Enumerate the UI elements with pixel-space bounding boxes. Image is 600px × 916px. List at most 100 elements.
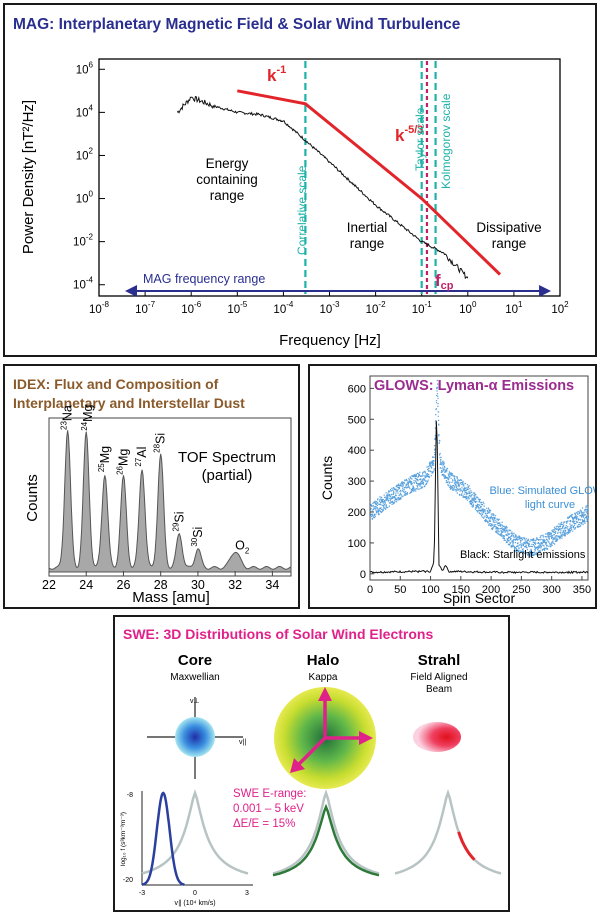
idex-x-tick-label: 28 <box>154 578 168 592</box>
idex-spectrum-label-l1: TOF Spectrum <box>178 449 276 466</box>
glows-blue-label-l2: light curve <box>525 499 575 511</box>
mag-frequency-range-label: MAG frequency range <box>143 272 265 286</box>
mag-range-arrow-left <box>125 285 137 297</box>
swe-curve-x-mid: 0 <box>193 890 197 897</box>
swe-halo-distribution <box>274 687 376 789</box>
swe-curve-y-label: log₁₀ f (s³km⁻³m⁻³) <box>120 812 127 866</box>
mag-taylor-label: Taylor scale <box>413 107 427 171</box>
swe-strahl-title: Strahl <box>418 652 461 669</box>
idex-x-tick-label: 30 <box>191 578 205 592</box>
idex-x-tick-label: 26 <box>117 578 131 592</box>
mag-x-tick-label: 102 <box>551 300 569 316</box>
mag-observed-spectrum <box>176 95 469 280</box>
idex-peak-label: 24Mg <box>80 404 95 430</box>
idex-peak-label: 30Si <box>190 527 205 547</box>
glows-black-label: Black: Starlight emissions <box>460 549 586 561</box>
swe-v-perp-label: v⊥ <box>190 698 200 705</box>
glows-y-tick-label: 100 <box>348 538 366 550</box>
idex-peak-label: 27Al <box>134 447 149 467</box>
idex-spectrum-label-l2: (partial) <box>202 467 253 484</box>
swe-curve-y-top: -8 <box>127 792 133 799</box>
svg-text:0.001 – 5 keV: 0.001 – 5 keV <box>233 803 304 815</box>
glows-y-tick-label: 300 <box>348 476 366 488</box>
mag-inertial-range-label: Inertial range <box>347 220 388 251</box>
glows-x-axis-label: Spin Sector <box>443 590 516 606</box>
swe-v-par-label: v|| <box>239 739 246 746</box>
idex-peak-label: 28Si <box>153 433 168 453</box>
idex-x-axis-label: Mass [amu] <box>132 589 210 606</box>
glows-y-tick-label: 200 <box>348 507 366 519</box>
swe-gray-curve <box>141 789 249 875</box>
swe-core-distribution: v⊥ v|| <box>147 697 246 779</box>
mag-range-arrow-right <box>539 285 552 297</box>
glows-y-tick-label: 600 <box>348 383 366 395</box>
glows-x-tick-label: 350 <box>573 584 591 596</box>
svg-text:containing: containing <box>196 172 258 187</box>
swe-curve-y-bottom: -20 <box>123 877 133 884</box>
glows-x-tick-label: 150 <box>452 584 470 596</box>
mag-dissipative-range-label: Dissipative range <box>476 220 541 251</box>
svg-text:range: range <box>350 236 385 251</box>
glows-plot-frame <box>369 375 589 581</box>
mag-y-tick-label: 106 <box>76 60 94 76</box>
svg-text:Dissipative: Dissipative <box>476 220 541 235</box>
mag-y-tick-label: 102 <box>76 146 94 162</box>
mag-title: MAG: Interplanetary Magnetic Field & Sol… <box>13 16 461 33</box>
glows-y-tick-label: 400 <box>348 445 366 457</box>
svg-text:SWE E-range:: SWE E-range: <box>233 788 307 800</box>
mag-x-tick-label: 10-4 <box>273 300 293 316</box>
glows-blue-points <box>369 379 589 557</box>
svg-text:ΔE/E = 15%: ΔE/E = 15% <box>233 818 295 830</box>
swe-halo-curve <box>272 803 380 877</box>
swe-gray-curve <box>272 789 380 875</box>
idex-title-line1: IDEX: Flux and Composition of <box>13 376 219 392</box>
idex-spectrum-area <box>48 430 292 573</box>
mag-panel: MAG: Interplanetary Magnetic Field & Sol… <box>3 3 597 357</box>
svg-text:range: range <box>210 188 245 203</box>
mag-y-tick-label: 10-4 <box>73 276 93 292</box>
svg-text:Energy: Energy <box>206 156 249 171</box>
swe-curve-x-right: 3 <box>245 890 249 897</box>
mag-x-tick-label: 10-1 <box>412 300 432 316</box>
swe-strahl-distribution <box>413 722 461 752</box>
idex-peak-label: 23Na <box>60 405 75 430</box>
mag-x-tick-label: 10-5 <box>227 300 247 316</box>
glows-x-tick-label: 200 <box>482 584 500 596</box>
mag-x-tick-label: 10-3 <box>320 300 340 316</box>
mag-kolmogorov-label: Kolmogorov scale <box>439 93 453 189</box>
swe-core-subtitle: Maxwellian <box>170 672 219 683</box>
swe-core-title: Core <box>178 652 212 669</box>
mag-y-axis-label: Power Density [nT²/Hz] <box>20 100 37 254</box>
mag-slope-k1: k-1 <box>267 64 286 85</box>
swe-halo-subtitle: Kappa <box>309 672 338 683</box>
idex-plot-frame <box>48 417 292 577</box>
mag-correlative-label: Correlative scale <box>295 165 309 255</box>
idex-x-tick-label: 24 <box>79 578 93 592</box>
mag-x-axis-label: Frequency [Hz] <box>279 332 381 349</box>
glows-y-tick-label: 500 <box>348 414 366 426</box>
swe-curve-x-label: v∥ (10⁴ km/s) <box>174 899 215 907</box>
idex-peak-label: 26Mg <box>115 449 130 475</box>
idex-x-tick-label: 22 <box>42 578 56 592</box>
glows-blue-label-l1: Blue: Simulated GLOWS <box>489 485 595 497</box>
glows-x-tick-label: 300 <box>542 584 560 596</box>
mag-fcp-label: fcp <box>435 271 454 292</box>
mag-x-tick-label: 101 <box>505 300 523 316</box>
swe-halo-title: Halo <box>307 652 340 669</box>
swe-diagram: SWE: 3D Distributions of Solar Wind Elec… <box>120 626 502 907</box>
swe-panel: SWE: 3D Distributions of Solar Wind Elec… <box>113 615 510 912</box>
swe-core-curve <box>141 791 185 886</box>
mag-y-tick-label: 10-2 <box>73 233 93 249</box>
mag-x-tick-label: 10-7 <box>135 300 155 316</box>
idex-x-tick-label: 34 <box>265 578 279 592</box>
swe-energy-range-note: SWE E-range: 0.001 – 5 keV ΔE/E = 15% <box>233 788 307 830</box>
mag-y-tick-label: 104 <box>76 103 94 119</box>
idex-chart: IDEX: Flux and Composition of Interplane… <box>13 376 292 606</box>
swe-curve-x-left: -3 <box>139 890 145 897</box>
swe-strahl-curve <box>457 831 476 861</box>
idex-title-line2: Interplanetary and Interstellar Dust <box>13 395 245 411</box>
glows-y-axis-label: Counts <box>319 456 335 500</box>
svg-text:range: range <box>492 236 527 251</box>
glows-x-tick-label: 250 <box>512 584 530 596</box>
glows-title: GLOWS: Lyman-α Emissions <box>374 378 574 394</box>
